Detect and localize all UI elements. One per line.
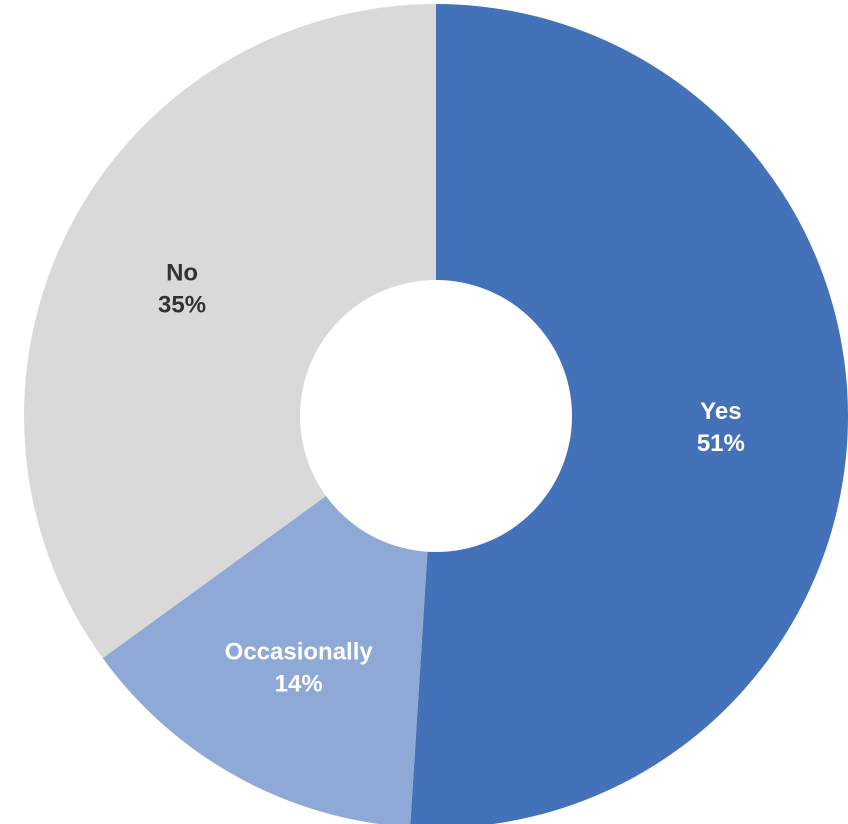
slice-label-occasionally: Occasionally 14%	[225, 639, 374, 698]
slice-value-yes: 51%	[697, 430, 745, 457]
slice-label-yes: Yes 51%	[697, 398, 745, 457]
slice-value-no: 35%	[158, 292, 206, 319]
slice-category-yes: Yes	[700, 398, 741, 425]
label-group: Yes 51% Occasionally 14% No 35%	[158, 260, 745, 698]
slice-no	[23, 4, 437, 659]
slice-category-occasionally: Occasionally	[225, 639, 374, 666]
slice-yes	[410, 4, 848, 824]
slice-label-no: No 35%	[158, 260, 206, 319]
slice-category-no: No	[166, 260, 198, 287]
donut-hole	[300, 280, 572, 552]
slice-value-occasionally: 14%	[275, 671, 323, 698]
